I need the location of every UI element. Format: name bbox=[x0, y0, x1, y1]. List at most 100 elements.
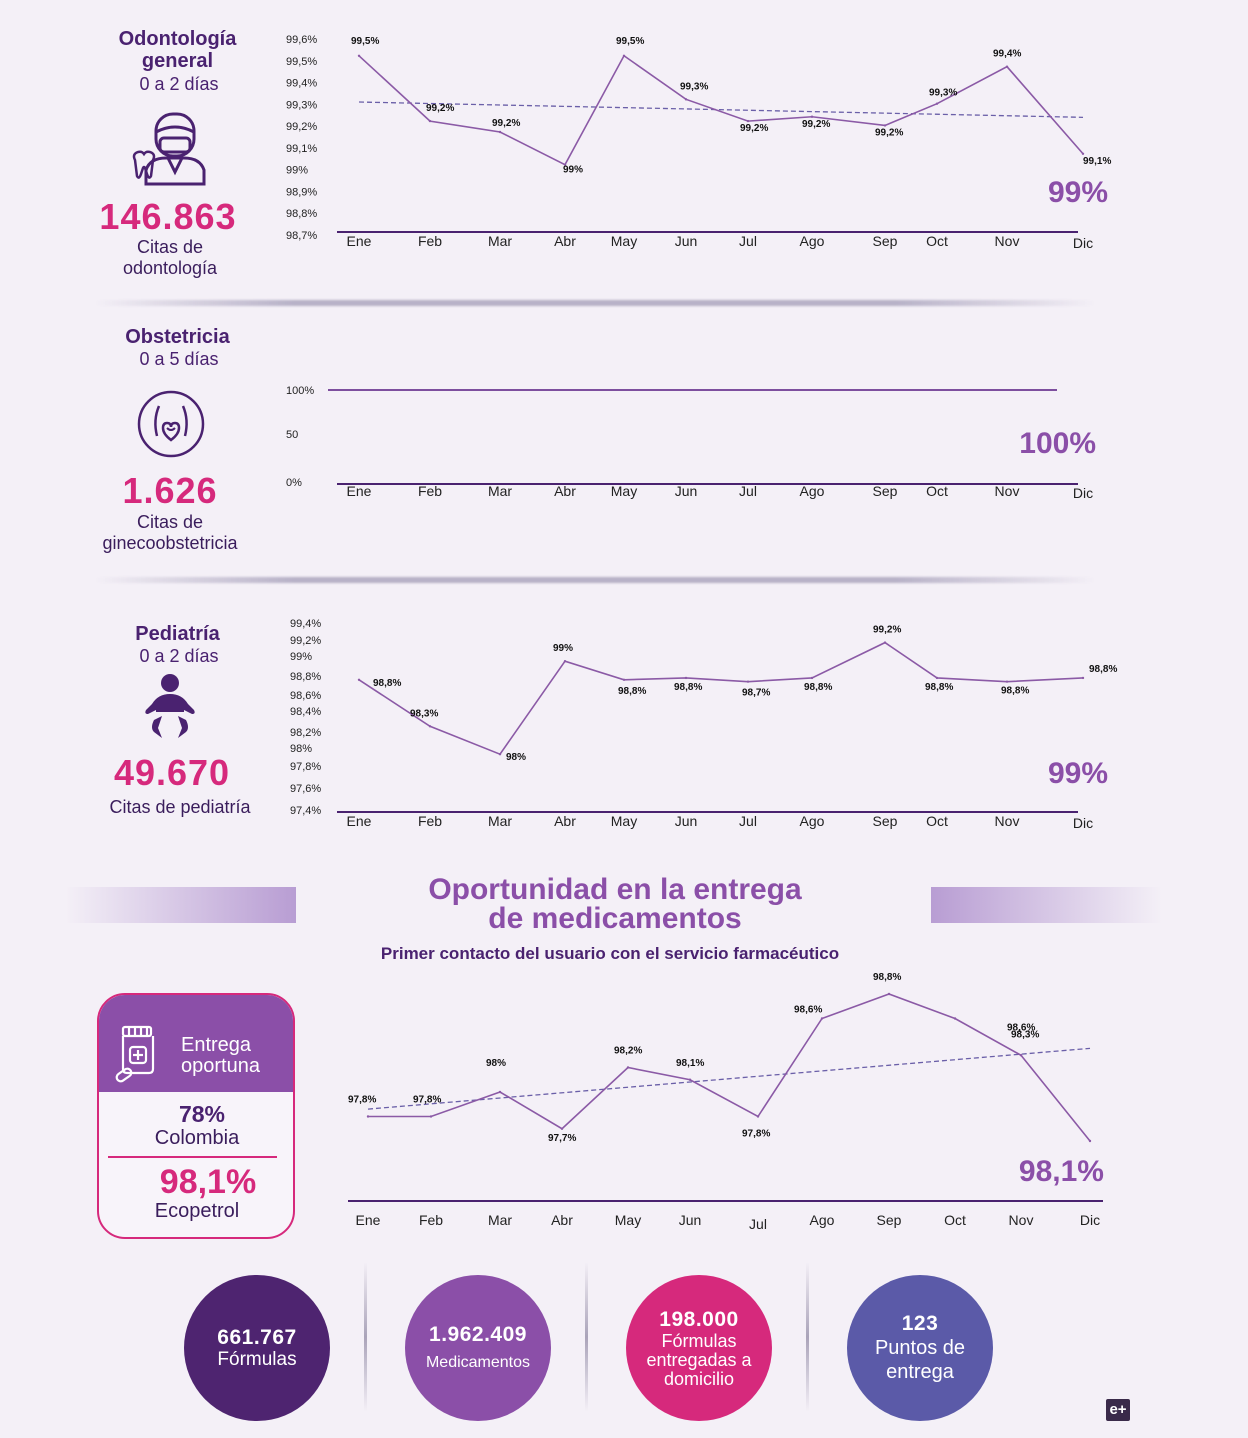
x-tick-label: Dic bbox=[1073, 485, 1093, 501]
x-tick-label: Ago bbox=[810, 1212, 835, 1228]
stat-separator bbox=[364, 1262, 367, 1412]
data-label: 98,8% bbox=[925, 682, 953, 693]
data-label: 97,8% bbox=[413, 1095, 441, 1106]
data-point bbox=[366, 1115, 370, 1118]
y-tick-label: 50 bbox=[286, 429, 298, 441]
x-tick-label: Oct bbox=[926, 813, 948, 829]
data-label: 98,2% bbox=[614, 1046, 642, 1057]
data-label: 99,2% bbox=[875, 127, 903, 138]
data-label: 99% bbox=[553, 643, 573, 654]
x-tick-label: Feb bbox=[418, 483, 442, 499]
x-tick-label: Jun bbox=[675, 813, 698, 829]
x-tick-label: Mar bbox=[488, 1212, 512, 1228]
chart-medicamentos: Ene Feb Mar Abr May Jun Jul Ago Sep Oct Nov Dic 97,8… bbox=[348, 972, 1103, 1232]
data-label: 99% bbox=[563, 165, 583, 176]
section-divider bbox=[95, 577, 1095, 583]
series-line bbox=[358, 641, 1084, 756]
y-tick-label: 99,1% bbox=[286, 143, 317, 155]
y-tick-label: 99,5% bbox=[286, 56, 317, 68]
obstetricia-count-label: Citas de ginecoobstetricia bbox=[102, 512, 238, 553]
obstetricia-count: 1.626 bbox=[122, 470, 218, 511]
banner-decoration-left bbox=[65, 887, 296, 923]
y-tick-label: 99,3% bbox=[286, 99, 317, 111]
data-label: 99,5% bbox=[351, 36, 379, 47]
medicamentos-subtitle: Primer contacto del usuario con el servi… bbox=[380, 944, 840, 963]
data-point bbox=[1088, 1139, 1092, 1143]
x-tick-label: Jul bbox=[739, 483, 757, 499]
data-point bbox=[429, 1115, 433, 1118]
chart-pediatria: 99,4% 99,2% 99% 98,8% 98,6% 98,4% 98,2% 98% 97,8… bbox=[290, 618, 1117, 831]
data-point bbox=[428, 725, 432, 728]
data-point bbox=[357, 54, 361, 57]
stat-value: 198.000 bbox=[659, 1307, 739, 1331]
x-tick-label: May bbox=[611, 233, 637, 249]
y-tick-label: 99,2% bbox=[290, 635, 321, 647]
data-point bbox=[560, 1127, 564, 1130]
x-tick-label: Dic bbox=[1080, 1212, 1100, 1228]
data-label: 98,6% bbox=[1007, 1023, 1035, 1034]
data-point bbox=[810, 676, 814, 680]
data-label: 98,6% bbox=[794, 1005, 822, 1016]
x-tick-label: Nov bbox=[1009, 1212, 1034, 1228]
data-point bbox=[563, 163, 567, 166]
data-point bbox=[883, 641, 887, 644]
data-label: 99,5% bbox=[616, 36, 644, 47]
data-label: 99,2% bbox=[426, 103, 454, 114]
odontologia-overall: 99% bbox=[1047, 176, 1108, 209]
x-tick-label: Jun bbox=[675, 233, 698, 249]
odontologia-count: 146.863 bbox=[99, 196, 237, 237]
data-label: 97,8% bbox=[348, 1095, 376, 1106]
y-tick-label: 98,4% bbox=[290, 706, 321, 718]
data-point bbox=[883, 124, 887, 127]
odontologia-count-label: Citas de odontología bbox=[122, 237, 218, 278]
x-tick-label: Abr bbox=[554, 233, 576, 249]
data-label: 99,3% bbox=[680, 81, 708, 92]
stat-separator bbox=[585, 1262, 588, 1412]
y-tick-label: 100% bbox=[286, 385, 314, 397]
chart-obstetricia: 100% 50 0% Ene Feb Mar Abr May Jun Jul Ago Sep Oct No… bbox=[286, 385, 1093, 501]
ecopetrol-value: 98,1% bbox=[159, 1163, 257, 1201]
data-point bbox=[622, 678, 626, 681]
card-label-line1: Entrega bbox=[181, 1034, 252, 1056]
x-tick-label: May bbox=[611, 813, 637, 829]
stat-label: Fórmulas entregadas a domicilio bbox=[646, 1330, 752, 1389]
pill-bottle-icon bbox=[115, 1025, 161, 1083]
trend-line bbox=[358, 101, 1084, 118]
x-tick-label: Jul bbox=[749, 1216, 767, 1232]
data-point bbox=[428, 119, 432, 123]
x-tick-label: Ago bbox=[800, 483, 825, 499]
data-label: 98,8% bbox=[674, 682, 702, 693]
x-tick-label: Abr bbox=[551, 1212, 573, 1228]
obstetricia-overall: 100% bbox=[1019, 427, 1096, 460]
x-tick-label: Jul bbox=[739, 233, 757, 249]
data-point bbox=[953, 1017, 957, 1020]
data-label: 99,2% bbox=[802, 119, 830, 130]
y-tick-label: 99,4% bbox=[290, 618, 321, 630]
data-point bbox=[1081, 152, 1085, 155]
data-label: 99,4% bbox=[993, 49, 1021, 60]
x-tick-label: Jul bbox=[739, 813, 757, 829]
trend-line bbox=[367, 1047, 1091, 1110]
data-point bbox=[498, 753, 502, 756]
x-tick-label: Dic bbox=[1073, 815, 1093, 831]
data-point bbox=[357, 678, 361, 681]
data-point bbox=[684, 98, 688, 101]
x-tick-label: Nov bbox=[995, 233, 1020, 249]
stat-label: Fórmulas bbox=[217, 1349, 297, 1370]
data-point bbox=[498, 1090, 502, 1094]
stat-medicamentos: 1.962.409 Medicamentos bbox=[405, 1275, 551, 1421]
x-tick-label: Sep bbox=[873, 483, 898, 499]
data-label: 98,1% bbox=[676, 1058, 704, 1069]
data-label: 98,8% bbox=[1089, 664, 1117, 675]
y-tick-label: 98,7% bbox=[286, 230, 317, 242]
data-point bbox=[688, 1078, 692, 1081]
x-tick-label: Abr bbox=[554, 483, 576, 499]
odontologia-title: Odontología general bbox=[118, 28, 237, 72]
y-tick-label: 98,8% bbox=[286, 208, 317, 220]
x-tick-label: Nov bbox=[995, 813, 1020, 829]
data-point bbox=[756, 1115, 760, 1118]
data-point bbox=[684, 676, 688, 680]
x-tick-label: Ene bbox=[347, 233, 372, 249]
stat-formulas: 661.767 Fórmulas bbox=[184, 1275, 330, 1421]
x-tick-label: Oct bbox=[926, 233, 948, 249]
